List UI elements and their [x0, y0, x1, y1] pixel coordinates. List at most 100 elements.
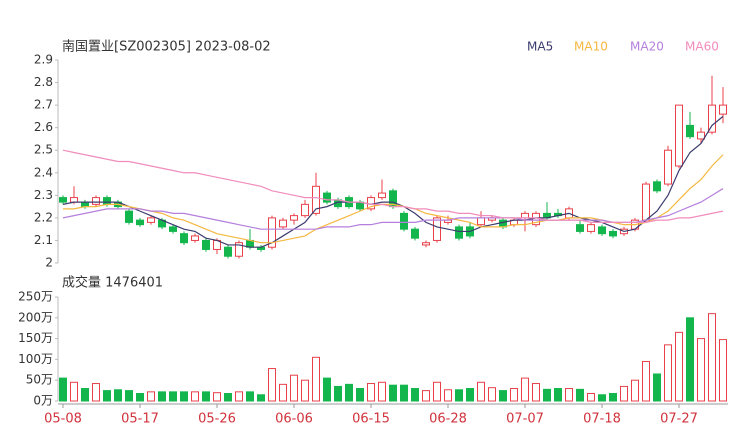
- volume-bar: [576, 388, 584, 402]
- candle-body: [708, 104, 716, 133]
- x-tick-label: 07-27: [660, 412, 698, 427]
- volume-bar: [81, 388, 89, 402]
- volume-bar: [378, 381, 386, 402]
- candle-body: [268, 217, 276, 248]
- volume-bar: [389, 384, 397, 402]
- volume-bar: [433, 381, 441, 402]
- candle-body: [169, 226, 177, 232]
- x-tick-label: 06-28: [429, 412, 467, 427]
- volume-bar: [92, 383, 100, 402]
- volume-bar: [631, 379, 639, 402]
- volume-bar: [697, 338, 705, 402]
- y-tick-label: 2: [45, 256, 53, 270]
- candle-body: [587, 224, 595, 232]
- candle-body: [92, 197, 100, 205]
- candle-body: [598, 226, 606, 235]
- volume-bar: [455, 389, 463, 402]
- y-tick-label: 0万: [33, 394, 53, 408]
- legend-label: MA20: [630, 40, 664, 54]
- volume-bar: [290, 374, 298, 402]
- volume-bar: [279, 383, 287, 402]
- y-tick-label: 200万: [18, 310, 53, 324]
- x-tick-label: 05-17: [121, 412, 159, 427]
- candle-body: [125, 210, 133, 223]
- candle-body: [290, 215, 298, 221]
- volume-bar: [620, 385, 628, 402]
- volume-bar: [301, 379, 309, 402]
- x-tick-label: 06-15: [352, 412, 390, 427]
- volume-bar: [422, 390, 430, 402]
- y-tick-label: 2.6: [34, 120, 53, 134]
- volume-bar: [114, 389, 122, 402]
- candle-body: [521, 212, 529, 219]
- candle-body: [312, 185, 320, 214]
- candle-body: [224, 246, 232, 257]
- y-tick-label: 2.7: [34, 98, 53, 112]
- volume-bar: [554, 388, 562, 402]
- candle-body: [378, 192, 386, 199]
- y-tick-label: 150万: [18, 331, 53, 345]
- volume-bar: [587, 393, 595, 402]
- volume-bar: [532, 383, 540, 402]
- candle-body: [653, 181, 661, 192]
- candle-body: [455, 226, 463, 239]
- volume-bar: [400, 384, 408, 402]
- volume-bar: [257, 394, 265, 402]
- candle-body: [191, 235, 199, 241]
- y-tick-label: 50万: [26, 373, 53, 387]
- volume-bar: [158, 391, 166, 402]
- volume-bar: [411, 388, 419, 402]
- candle-body: [81, 201, 89, 208]
- legend-label: MA10: [574, 40, 608, 54]
- volume-bar: [521, 377, 529, 402]
- volume-bar: [136, 393, 144, 402]
- candle-body: [147, 217, 155, 223]
- volume-bar: [334, 385, 342, 402]
- volume-bar: [213, 392, 221, 402]
- candle-body: [609, 230, 617, 237]
- candle-body: [400, 212, 408, 230]
- candle-body: [301, 203, 309, 217]
- volume-bar: [224, 393, 232, 402]
- x-tick-label: 07-07: [506, 412, 544, 427]
- volume-bar: [169, 391, 177, 402]
- volume-bar: [653, 373, 661, 402]
- volume-bar: [565, 388, 573, 402]
- candle-body: [136, 219, 144, 226]
- volume-bar: [686, 317, 694, 402]
- volume-bar: [103, 390, 111, 402]
- candle-body: [675, 104, 683, 167]
- volume-bar: [598, 394, 606, 402]
- candle-body: [59, 197, 67, 203]
- legend-label: MA5: [527, 40, 553, 54]
- y-tick-label: 100万: [18, 352, 53, 366]
- legend-label: MA60: [685, 40, 719, 54]
- volume-bar: [59, 377, 67, 402]
- volume-bar: [543, 388, 551, 402]
- volume-bar: [191, 391, 199, 402]
- candle-body: [664, 149, 672, 185]
- volume-bar: [367, 383, 375, 402]
- volume-bar: [510, 388, 518, 402]
- volume-bar: [444, 389, 452, 402]
- candle-body: [686, 124, 694, 138]
- volume-bar: [477, 381, 485, 402]
- volume-bar: [70, 381, 78, 402]
- volume-bar: [147, 391, 155, 402]
- candle-body: [642, 183, 650, 221]
- volume-bar: [235, 391, 243, 402]
- volume-bar: [345, 383, 353, 402]
- volume-bar: [642, 360, 650, 402]
- y-tick-label: 2.9: [34, 53, 53, 67]
- candle-body: [719, 104, 727, 115]
- candle-body: [103, 197, 111, 205]
- candle-body: [70, 197, 78, 203]
- y-tick-label: 2.5: [34, 143, 53, 157]
- volume-bar: [180, 391, 188, 402]
- candle-body: [422, 242, 430, 246]
- candle-body: [576, 224, 584, 232]
- candle-body: [433, 217, 441, 241]
- ma-line: [62, 115, 724, 248]
- volume-bar: [356, 388, 364, 402]
